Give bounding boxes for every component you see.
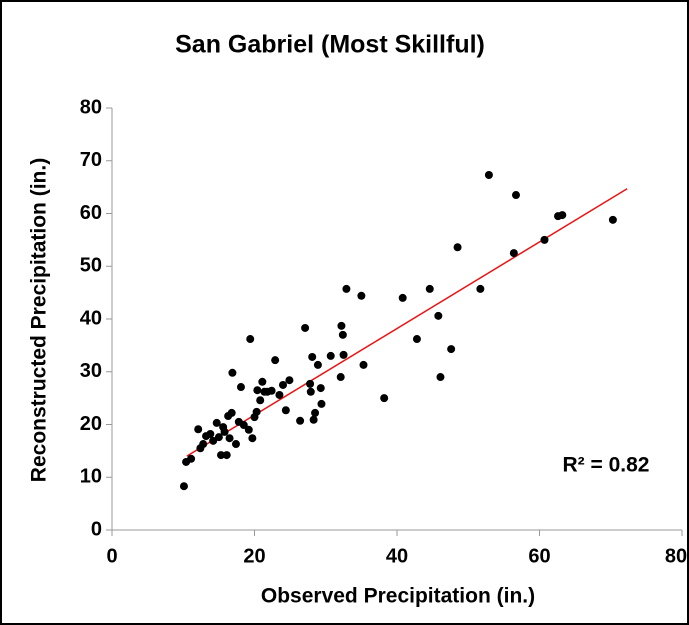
data-point [317, 399, 326, 408]
data-point [253, 386, 262, 395]
data-point [453, 243, 462, 252]
x-tick-label: 20 [243, 545, 265, 567]
y-tick-label: 80 [80, 96, 102, 118]
data-point [225, 434, 234, 443]
x-tick-label: 0 [106, 545, 117, 567]
data-point [236, 383, 245, 392]
data-point [398, 293, 407, 302]
data-point [309, 415, 318, 424]
y-tick-label: 0 [91, 518, 102, 540]
data-point [306, 387, 315, 396]
data-point [359, 360, 368, 369]
y-tick-label: 40 [80, 307, 102, 329]
data-point [244, 425, 253, 434]
x-axis-label: Observed Precipitation (in.) [261, 585, 535, 608]
data-point [248, 434, 257, 443]
x-tick-label: 40 [386, 545, 408, 567]
data-point [357, 291, 366, 300]
data-point [308, 352, 317, 361]
y-tick-label: 30 [80, 360, 102, 382]
y-tick-label: 10 [80, 466, 102, 488]
y-tick-label: 50 [80, 255, 102, 277]
data-point [222, 451, 231, 460]
data-point [311, 408, 320, 417]
data-point [179, 482, 188, 491]
y-axis-label: Reconstructed Precipitation (in.) [28, 158, 51, 482]
data-point [296, 416, 305, 425]
y-tick-label: 70 [80, 149, 102, 171]
data-point [509, 249, 518, 258]
data-point [267, 386, 276, 395]
data-point [228, 368, 237, 377]
annotation: R² = 0.82 [563, 454, 650, 477]
data-point [281, 406, 290, 415]
data-point [476, 284, 485, 293]
data-point [209, 436, 218, 445]
x-tick-label: 60 [528, 545, 550, 567]
data-point [258, 377, 267, 386]
data-point [231, 440, 240, 449]
data-point [380, 394, 389, 403]
data-point [342, 284, 351, 293]
data-point [558, 211, 567, 220]
data-point [217, 451, 226, 460]
data-point [608, 215, 617, 224]
data-point [436, 373, 445, 382]
data-point [434, 311, 443, 320]
data-point [212, 418, 221, 427]
data-point [227, 408, 236, 417]
data-point [252, 407, 261, 416]
data-point [511, 191, 520, 200]
chart-title: San Gabriel (Most Skillful) [175, 31, 485, 59]
x-tick-label: 80 [665, 545, 687, 567]
data-point [337, 321, 346, 330]
data-point [256, 396, 265, 405]
data-point [239, 421, 248, 430]
data-point [187, 454, 196, 463]
data-point [285, 376, 294, 385]
data-point [425, 284, 434, 293]
data-point [275, 390, 284, 399]
data-point [336, 373, 345, 382]
data-point [338, 330, 347, 339]
data-point [447, 345, 456, 354]
data-point [313, 360, 322, 369]
data-point [220, 427, 229, 436]
data-point [271, 356, 280, 365]
y-tick-label: 60 [80, 202, 102, 224]
data-point [279, 380, 287, 389]
data-point [194, 425, 203, 434]
data-point [306, 379, 315, 388]
data-point [412, 335, 421, 344]
data-point [301, 323, 310, 332]
data-point [199, 440, 208, 449]
data-point [206, 429, 215, 438]
data-point [316, 384, 325, 393]
data-point [246, 335, 255, 344]
y-tick-label: 20 [80, 413, 102, 435]
data-point [339, 350, 348, 359]
data-point [540, 235, 549, 244]
data-point [326, 351, 335, 360]
data-point [214, 433, 223, 442]
data-point [484, 170, 493, 179]
